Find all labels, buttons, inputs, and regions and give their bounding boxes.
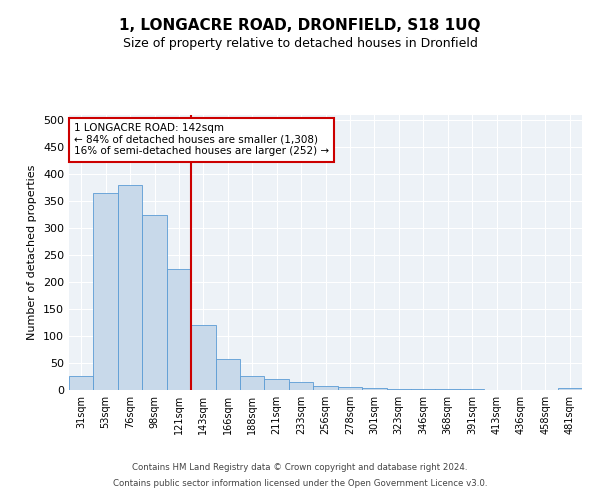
Text: 1, LONGACRE ROAD, DRONFIELD, S18 1UQ: 1, LONGACRE ROAD, DRONFIELD, S18 1UQ (119, 18, 481, 32)
Text: Contains public sector information licensed under the Open Government Licence v3: Contains public sector information licen… (113, 478, 487, 488)
Bar (362, 388, 386, 390)
Bar (94, 193, 118, 390)
Text: Size of property relative to detached houses in Dronfield: Size of property relative to detached ho… (122, 38, 478, 51)
Bar (167, 268, 191, 390)
Bar (240, 376, 265, 390)
Bar (313, 386, 338, 390)
Bar (142, 215, 167, 390)
Bar (265, 379, 289, 390)
Bar (118, 185, 142, 390)
Bar (557, 388, 582, 390)
Bar (215, 360, 240, 390)
Bar (191, 326, 215, 390)
Bar (338, 388, 362, 390)
Y-axis label: Number of detached properties: Number of detached properties (28, 165, 37, 340)
Text: Contains HM Land Registry data © Crown copyright and database right 2024.: Contains HM Land Registry data © Crown c… (132, 464, 468, 472)
Bar (289, 382, 313, 390)
Bar (69, 376, 94, 390)
Text: 1 LONGACRE ROAD: 142sqm
← 84% of detached houses are smaller (1,308)
16% of semi: 1 LONGACRE ROAD: 142sqm ← 84% of detache… (74, 123, 329, 156)
